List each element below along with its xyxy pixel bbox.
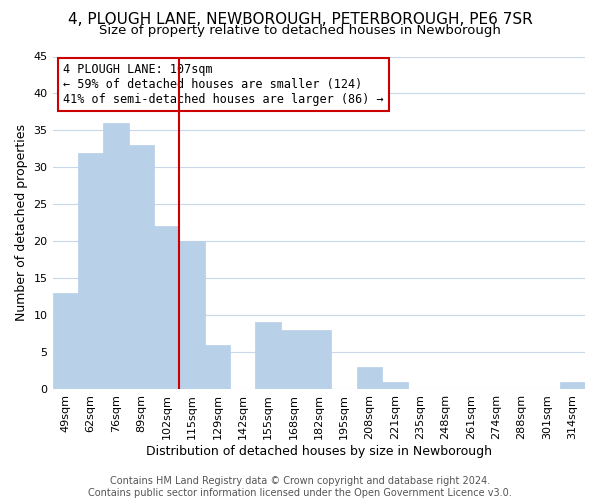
Bar: [281, 330, 306, 389]
Text: Contains HM Land Registry data © Crown copyright and database right 2024.
Contai: Contains HM Land Registry data © Crown c…: [88, 476, 512, 498]
Text: Size of property relative to detached houses in Newborough: Size of property relative to detached ho…: [99, 24, 501, 37]
Bar: [306, 330, 331, 389]
Bar: [179, 241, 205, 389]
Bar: [560, 382, 585, 389]
Bar: [382, 382, 407, 389]
Bar: [78, 152, 103, 389]
Y-axis label: Number of detached properties: Number of detached properties: [15, 124, 28, 321]
Bar: [357, 367, 382, 389]
Bar: [53, 293, 78, 389]
Bar: [205, 344, 230, 389]
Bar: [128, 145, 154, 389]
Bar: [256, 322, 281, 389]
Bar: [154, 226, 179, 389]
X-axis label: Distribution of detached houses by size in Newborough: Distribution of detached houses by size …: [146, 444, 492, 458]
Bar: [103, 123, 128, 389]
Text: 4 PLOUGH LANE: 107sqm
← 59% of detached houses are smaller (124)
41% of semi-det: 4 PLOUGH LANE: 107sqm ← 59% of detached …: [63, 63, 384, 106]
Text: 4, PLOUGH LANE, NEWBOROUGH, PETERBOROUGH, PE6 7SR: 4, PLOUGH LANE, NEWBOROUGH, PETERBOROUGH…: [68, 12, 532, 28]
